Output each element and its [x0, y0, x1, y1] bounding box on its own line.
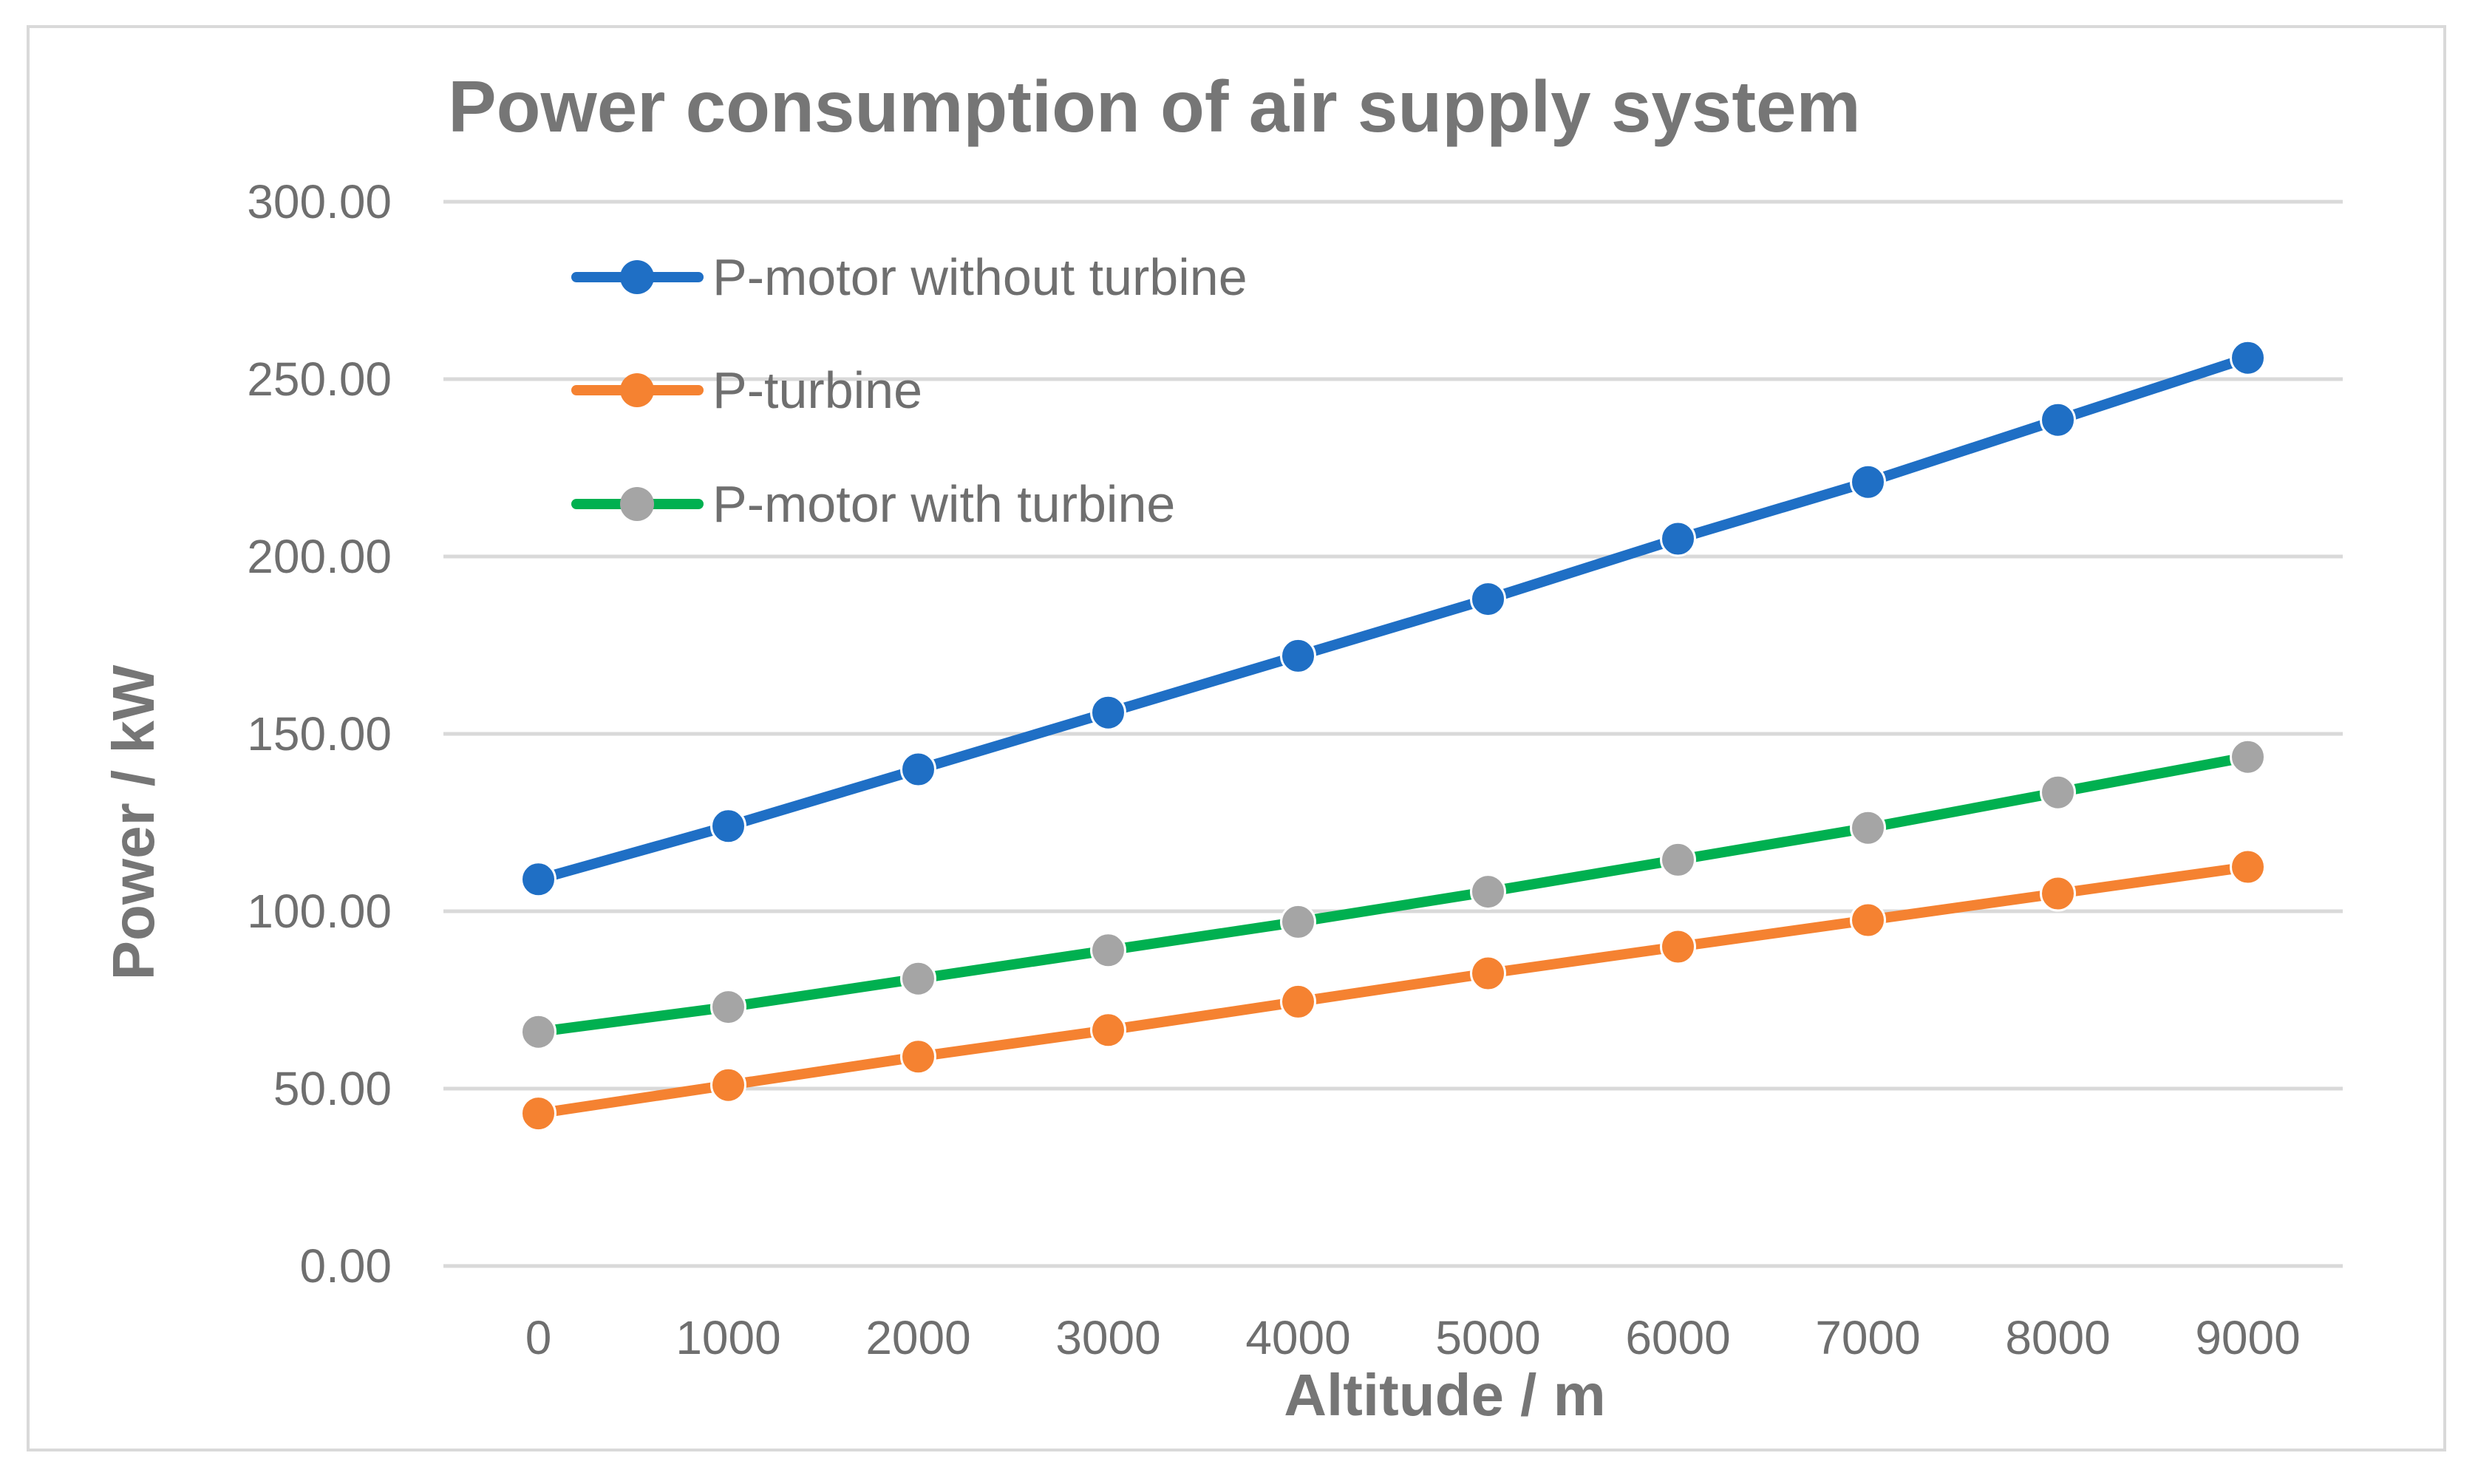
series-line-1 — [533, 862, 2253, 1119]
series-2 — [520, 738, 2266, 1050]
legend-label-0: P-motor without turbine — [712, 248, 1247, 306]
data-point-1-6 — [1660, 928, 1696, 965]
data-point-2-0 — [520, 1013, 556, 1050]
data-point-1-4 — [1280, 983, 1316, 1020]
legend: P-motor without turbine P-turbine P-motor … — [571, 248, 1247, 533]
y-tick-label-3: 150.00 — [247, 707, 392, 760]
data-point-2-5 — [1470, 874, 1506, 911]
data-point-2-2 — [900, 960, 936, 997]
data-point-2-9 — [2230, 738, 2266, 775]
x-tick-label-3: 3000 — [1055, 1311, 1160, 1364]
data-point-1-3 — [1090, 1012, 1126, 1049]
legend-marker-1 — [620, 373, 654, 407]
legend-marker-0 — [620, 260, 654, 294]
x-axis-ticks: 0 1000 2000 3000 4000 5000 6000 7000 8000 9000 — [525, 1311, 2301, 1364]
data-point-0-1 — [710, 808, 746, 845]
data-point-2-1 — [710, 989, 746, 1026]
data-point-0-8 — [2040, 401, 2076, 438]
data-point-0-5 — [1470, 581, 1506, 618]
y-axis-title: Power / kW — [101, 664, 166, 980]
x-axis-title: Altitude / m — [1284, 1362, 1606, 1428]
series-1 — [520, 848, 2266, 1132]
y-tick-label-2: 100.00 — [247, 885, 392, 938]
data-point-1-8 — [2040, 875, 2076, 912]
x-tick-label-8: 8000 — [2005, 1311, 2110, 1364]
series-line-2 — [533, 752, 2253, 1038]
x-tick-label-9: 9000 — [2195, 1311, 2300, 1364]
y-tick-label-5: 250.00 — [247, 353, 392, 406]
legend-label-2: P-motor with turbine — [712, 475, 1175, 533]
data-point-1-0 — [520, 1095, 556, 1132]
data-point-0-2 — [900, 751, 936, 788]
y-axis-ticks: 0.00 50.00 100.00 150.00 200.00 250.00 300.00 — [247, 175, 392, 1293]
legend-marker-2 — [620, 487, 654, 521]
x-tick-label-7: 7000 — [1815, 1311, 1920, 1364]
data-point-0-7 — [1850, 463, 1886, 500]
series-line-0 — [533, 353, 2253, 885]
legend-label-1: P-turbine — [712, 361, 922, 419]
y-tick-label-6: 300.00 — [247, 175, 392, 228]
y-tick-label-1: 50.00 — [273, 1062, 392, 1115]
x-tick-label-0: 0 — [525, 1311, 552, 1364]
y-tick-label-0: 0.00 — [299, 1239, 392, 1293]
data-point-0-4 — [1280, 637, 1316, 674]
chart-title: Power consumption of air supply system — [448, 66, 1860, 147]
data-point-1-2 — [900, 1038, 936, 1075]
data-point-2-6 — [1660, 841, 1696, 878]
x-tick-label-6: 6000 — [1625, 1311, 1730, 1364]
gridlines — [443, 200, 2343, 1268]
data-point-2-3 — [1090, 932, 1126, 969]
legend-item-2: P-motor with turbine — [571, 475, 1175, 533]
data-point-2-8 — [2040, 774, 2076, 811]
x-tick-label-1: 1000 — [675, 1311, 780, 1364]
data-point-1-5 — [1470, 955, 1506, 992]
data-point-0-9 — [2230, 339, 2266, 376]
x-tick-label-2: 2000 — [865, 1311, 970, 1364]
legend-item-0: P-motor without turbine — [571, 248, 1247, 306]
data-point-1-7 — [1850, 902, 1886, 939]
legend-item-1: P-turbine — [571, 361, 922, 419]
chart-frame — [27, 25, 2446, 1451]
series-lines — [520, 339, 2266, 1132]
x-tick-label-5: 5000 — [1435, 1311, 1540, 1364]
data-point-0-0 — [520, 861, 556, 898]
series-0 — [520, 339, 2266, 898]
data-point-2-7 — [1850, 809, 1886, 846]
data-point-2-4 — [1280, 903, 1316, 940]
data-point-0-3 — [1090, 694, 1126, 731]
data-point-0-6 — [1660, 520, 1696, 557]
data-point-1-9 — [2230, 848, 2266, 885]
x-tick-label-4: 4000 — [1245, 1311, 1350, 1364]
data-point-1-1 — [710, 1066, 746, 1103]
y-tick-label-4: 200.00 — [247, 530, 392, 583]
